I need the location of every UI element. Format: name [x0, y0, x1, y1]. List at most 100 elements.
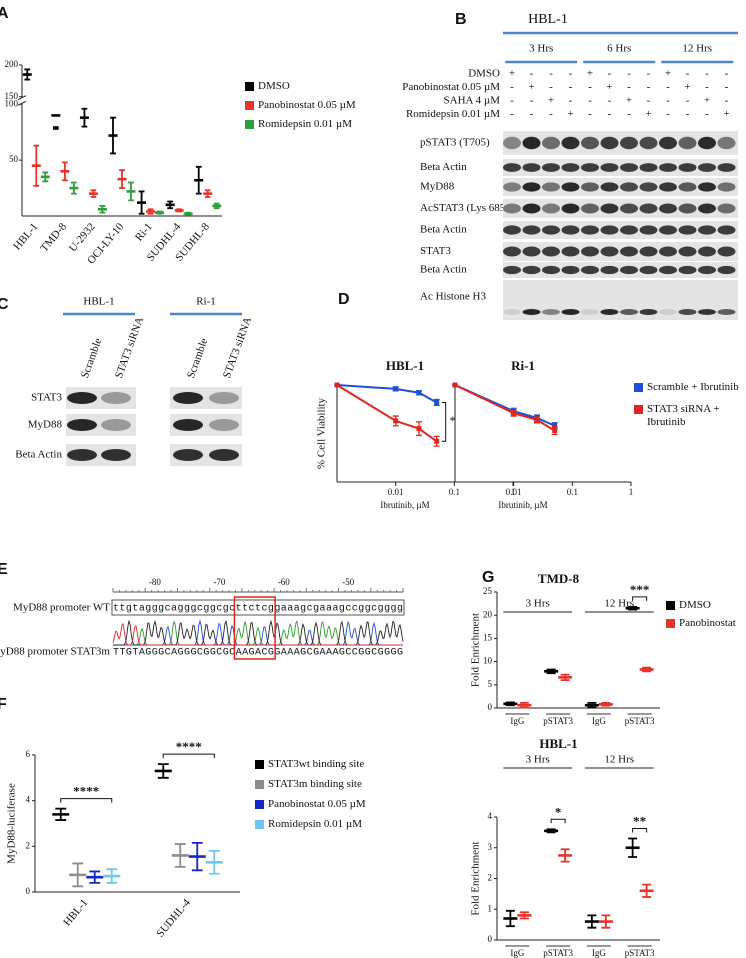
blot-band [522, 246, 541, 257]
sequence-label: MyD88 promoter STAT3m [0, 646, 110, 658]
blot-band [600, 246, 619, 257]
ruler-label: -60 [278, 577, 290, 587]
blot-band [503, 163, 521, 172]
blot-band [522, 136, 541, 150]
point-marker [534, 417, 540, 423]
x-tick-label: HBL-1 [11, 221, 40, 253]
blot-band [209, 419, 239, 431]
y-tick-label: 100 [5, 98, 19, 108]
blot-band [678, 246, 697, 257]
legend-swatch [634, 405, 643, 414]
point-marker [416, 426, 422, 432]
x-tick-label: pSTAT3 [543, 716, 573, 726]
lane-label: Scramble [79, 337, 105, 380]
blot-band [581, 265, 599, 275]
treatment-sign: - [725, 81, 729, 93]
treatment-sign: + [606, 81, 612, 93]
blot-band [698, 182, 716, 192]
treatment-label: Romidepsin 0.01 µM [406, 108, 500, 120]
y-tick-label: 2 [488, 873, 493, 883]
point-marker [393, 386, 399, 392]
blot-band [659, 203, 677, 214]
panel-label: F [0, 696, 7, 713]
treatment-sign: - [549, 68, 553, 80]
blot-band [600, 309, 619, 315]
significance-bracket [632, 828, 648, 833]
sequence: TTGTAGGGCAGGGCGGCGCAAGACGGAAAGCGAAAGCCGG… [113, 648, 403, 659]
treatment-sign: - [530, 68, 534, 80]
blot-band [698, 163, 716, 172]
legend-item: DMSO [679, 599, 711, 611]
series-line [336, 384, 438, 443]
point-marker [393, 418, 399, 424]
blot-band [173, 419, 203, 431]
y-tick-label: 50 [9, 154, 19, 164]
significance-label: **** [73, 784, 99, 799]
blot-band [620, 309, 638, 315]
blot-band [173, 392, 203, 404]
band-label: MyD88 [28, 419, 63, 431]
treatment-sign: - [647, 68, 651, 80]
blot-band [678, 136, 697, 150]
panel-label: C [0, 296, 9, 313]
treatment-sign: + [665, 68, 671, 80]
significance-bracket [441, 401, 447, 442]
y-axis-label: Fold Enrichment [470, 613, 482, 687]
legend-label: DMSO [679, 599, 711, 611]
x-tick-label: 0.01 [506, 487, 522, 497]
blot-band [639, 136, 658, 150]
blot-band [522, 182, 541, 192]
blot-band [209, 449, 239, 461]
blot-band [717, 136, 736, 150]
blot-band [561, 309, 580, 315]
ruler-label: -50 [342, 577, 354, 587]
lane-label: STAT3 siRNA [113, 315, 146, 379]
blot-band [581, 182, 599, 192]
treatment-sign: - [686, 95, 690, 107]
point-marker [334, 382, 340, 388]
legend-label: Romidepsin 0.01 µM [268, 818, 363, 830]
blot-band [620, 136, 638, 150]
blot-band [503, 265, 521, 275]
treatment-label: DMSO [468, 68, 500, 80]
error-bar [52, 126, 59, 130]
blot-band [659, 163, 677, 172]
y-tick-label: 25 [483, 586, 493, 596]
band-label: Ac Histone H3 [420, 291, 486, 303]
treatment-sign: + [626, 95, 632, 107]
treatment-sign: - [666, 95, 670, 107]
legend-label: Panobinostat 0.05 µM [258, 99, 356, 111]
time-label: 6 Hrs [607, 43, 631, 55]
blot-band [639, 163, 658, 172]
blot-band [659, 246, 677, 257]
x-tick-label: IgG [592, 716, 606, 726]
treatment-sign: - [705, 108, 709, 120]
legend-label: Scramble + Ibrutinib [647, 381, 739, 393]
blot-band [639, 225, 658, 235]
blot-band [639, 203, 658, 214]
blot-band [717, 265, 736, 275]
blot-band [173, 449, 203, 461]
legend-item: STAT3 siRNA + Ibrutinib [647, 403, 720, 428]
treatment-sign: - [666, 108, 670, 120]
legend-label: Panobinostat 0.05 µM [268, 798, 366, 810]
significance-bracket [162, 753, 215, 759]
blot-band [542, 163, 560, 172]
blot-band [717, 203, 736, 214]
blot-band [542, 203, 560, 214]
y-tick-label: 4 [488, 811, 493, 821]
group-label: Ri-1 [196, 296, 216, 308]
y-tick-label: 200 [5, 59, 19, 69]
ruler-label: -70 [213, 577, 225, 587]
treatment-sign: - [569, 81, 573, 93]
y-tick-label: 15 [483, 632, 493, 642]
treatment-sign: - [510, 95, 514, 107]
x-tick-label: 1 [629, 487, 634, 497]
treatment-sign: - [510, 81, 514, 93]
legend-label: STAT3wt binding site [268, 758, 365, 770]
blot-band [659, 225, 677, 235]
blot-band [678, 309, 697, 315]
band-label: MyD88 [420, 181, 455, 193]
blot-band [503, 136, 521, 150]
